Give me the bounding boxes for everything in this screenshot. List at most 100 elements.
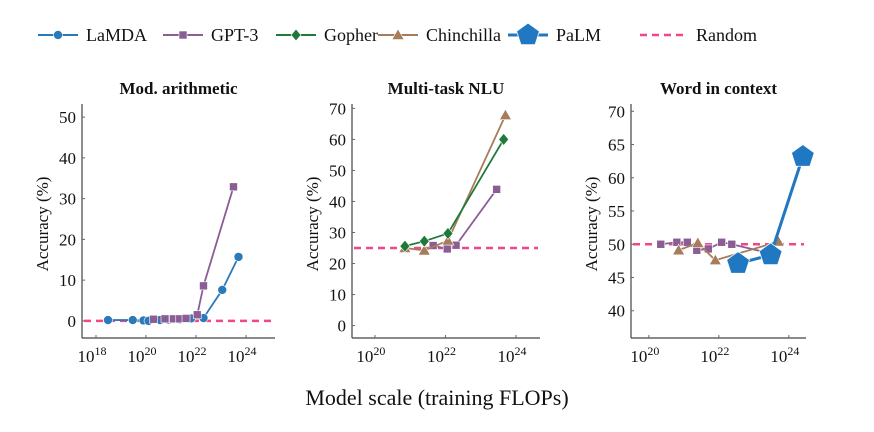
x-tick-exponent: 24 (787, 344, 799, 358)
y-tick-label: 0 (338, 317, 347, 336)
data-point (149, 314, 158, 324)
data-point (498, 132, 510, 146)
data-point (399, 239, 411, 253)
data-point (418, 234, 430, 248)
data-point (233, 252, 244, 262)
x-tick-exponent: 22 (444, 344, 456, 358)
data-point (656, 239, 666, 249)
x-tick-exponent: 20 (647, 344, 659, 358)
y-tick-label: 70 (608, 102, 625, 121)
data-point (103, 315, 113, 325)
legend-item-lamda: LaMDA (38, 25, 147, 45)
y-tick-label: 50 (329, 161, 346, 180)
data-point (708, 253, 722, 266)
legend-label: Chinchilla (426, 25, 501, 45)
y-tick-label: 60 (329, 130, 346, 149)
x-axis-label: Model scale (training FLOPs) (305, 385, 568, 410)
x-tick-exponent: 20 (145, 344, 157, 358)
data-point (790, 144, 815, 167)
y-tick-label: 0 (68, 312, 77, 331)
y-axis-label: Accuracy (%) (33, 177, 52, 272)
data-point (217, 285, 228, 295)
x-tick-exponent: 24 (515, 344, 527, 358)
data-point (758, 242, 783, 266)
legend-marker-diamond-icon (290, 28, 302, 42)
series-line (404, 114, 507, 252)
series-line (432, 188, 498, 250)
series-gopher (399, 132, 510, 253)
x-tick-exponent: 22 (195, 344, 207, 358)
x-tick-exponent: 24 (245, 344, 257, 358)
panel-title: Multi-task NLU (388, 79, 505, 98)
legend-marker-square-icon (178, 30, 188, 40)
legend-marker-circle-icon (53, 30, 63, 40)
series-chinchilla (398, 108, 512, 256)
x-tick-exponent: 18 (95, 344, 107, 358)
y-tick-label: 30 (329, 223, 346, 242)
data-point (726, 251, 750, 274)
data-point (229, 182, 238, 192)
data-point (127, 315, 138, 325)
y-tick-label: 20 (59, 230, 76, 249)
legend-label: GPT-3 (211, 25, 258, 45)
y-tick-label: 40 (608, 302, 625, 321)
data-point (498, 108, 512, 121)
y-tick-label: 10 (329, 286, 346, 305)
data-point (160, 314, 170, 324)
data-point (672, 237, 682, 247)
panel-title: Mod. arithmetic (119, 79, 237, 98)
y-tick-label: 40 (59, 149, 76, 168)
x-tick-label: 1020 (356, 344, 385, 366)
x-tick-label: 1022 (427, 344, 456, 366)
y-tick-label: 70 (329, 99, 346, 118)
data-point (192, 310, 202, 320)
x-tick-label: 1022 (178, 344, 207, 366)
legend-label: Gopher (324, 25, 378, 45)
data-point (727, 239, 737, 249)
legend: LaMDA GPT-3 Gopher Chinchilla PaLM Random (38, 22, 757, 46)
x-tick-exponent: 22 (717, 344, 729, 358)
data-point (442, 244, 452, 254)
data-point (672, 243, 686, 256)
x-tick-label: 1020 (128, 344, 157, 366)
x-tick-label: 1024 (770, 344, 799, 366)
series-chinchilla (672, 234, 785, 266)
legend-item-gpt-3: GPT-3 (163, 25, 258, 45)
x-tick-exponent: 20 (373, 344, 385, 358)
y-tick-label: 65 (608, 136, 625, 155)
data-point (691, 236, 705, 248)
y-tick-label: 55 (608, 202, 625, 221)
legend-marker-triangle-icon (391, 28, 405, 40)
series-line (678, 240, 779, 262)
y-tick-label: 30 (59, 190, 76, 209)
x-tick-label: 1024 (498, 344, 527, 366)
y-tick-label: 20 (329, 255, 346, 274)
y-tick-label: 10 (59, 271, 76, 290)
data-point (442, 226, 454, 240)
legend-label: Random (696, 25, 757, 45)
panel-title: Word in context (660, 79, 777, 98)
x-tick-label: 1020 (630, 344, 659, 366)
series-palm (726, 144, 815, 274)
data-point (181, 314, 191, 323)
data-point (717, 237, 726, 247)
panel-word-in-context: Word in context 40 45 50 55 60 65 70 1020 1022 102… (582, 79, 815, 366)
series-gpt-3 (149, 182, 238, 324)
series-line (404, 138, 505, 248)
legend-item-random: Random (640, 25, 757, 45)
data-point (492, 185, 501, 194)
y-tick-label: 60 (608, 169, 625, 188)
legend-marker-pentagon-icon (516, 22, 540, 46)
x-tick-label: 1024 (228, 344, 257, 366)
series-line (153, 186, 235, 321)
x-tick-label: 1022 (700, 344, 729, 366)
data-point (199, 281, 208, 291)
data-point (417, 243, 431, 256)
legend-label: LaMDA (86, 25, 147, 45)
series-lamda (103, 252, 244, 326)
legend-label: PaLM (556, 25, 601, 45)
y-tick-label: 45 (608, 269, 625, 288)
y-tick-label: 50 (59, 108, 76, 127)
